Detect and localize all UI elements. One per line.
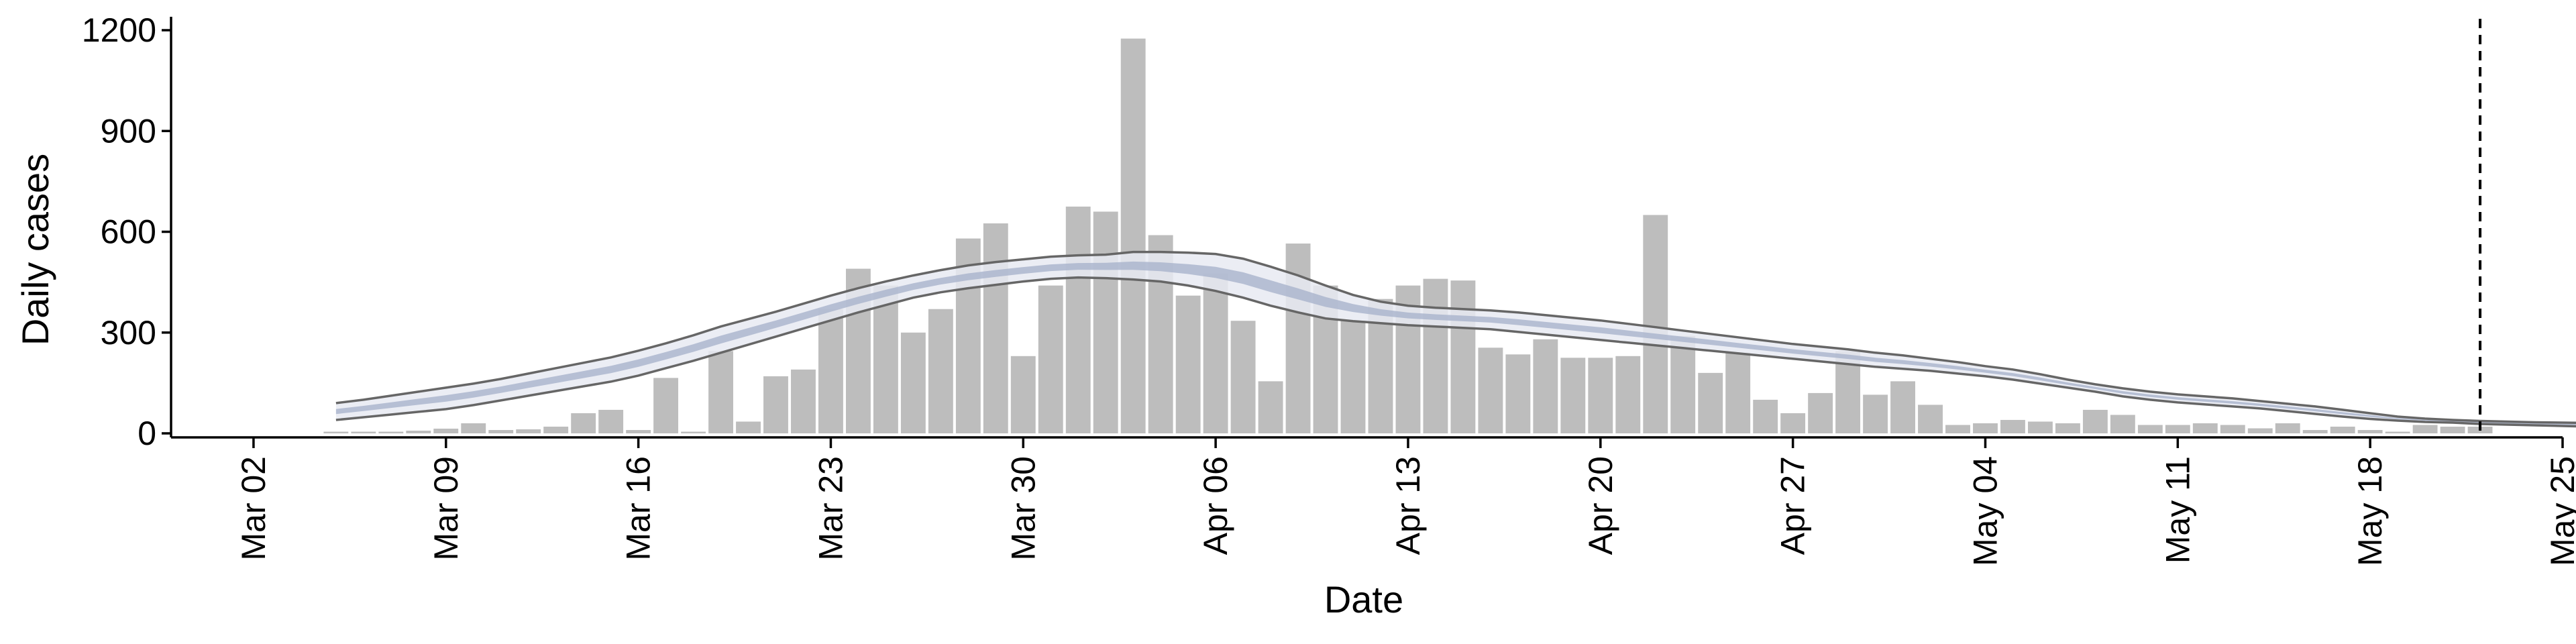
daily-case-bar [1780, 413, 1806, 433]
daily-case-bar [2000, 419, 2025, 433]
daily-case-bar [2247, 428, 2273, 433]
daily-case-bar [1203, 274, 1228, 433]
y-tick-label: 300 [101, 314, 156, 352]
y-tick-label: 600 [101, 213, 156, 251]
x-tick-label: Mar 30 [1004, 456, 1042, 561]
daily-case-bar [1093, 211, 1118, 433]
y-tick-label: 1200 [82, 11, 156, 49]
daily-case-bar [1890, 381, 1915, 433]
daily-case-bar [1423, 278, 1448, 433]
x-tick-label: Mar 09 [427, 456, 465, 561]
x-tick-label: Apr 27 [1774, 456, 1812, 555]
daily-case-bar [571, 413, 596, 433]
x-tick-label: May 25 [2544, 456, 2576, 566]
daily-case-bar [2137, 425, 2163, 433]
daily-case-bar [2165, 425, 2190, 433]
daily-case-bar [1175, 295, 1201, 433]
axes-layer: 0 300 600 900 1200 Mar 02 Mar 09 Mar 16 Mar 23 Ma… [82, 11, 2576, 566]
daily-case-bar [1340, 321, 1366, 433]
x-tick-label: Apr 06 [1197, 456, 1234, 555]
daily-case-bar [378, 431, 404, 433]
daily-case-bar [708, 351, 733, 433]
daily-case-bar [2027, 421, 2053, 433]
daily-case-bar [1505, 354, 1531, 433]
daily-case-bar [1065, 206, 1091, 433]
daily-case-bar [1038, 285, 1063, 433]
band-layer [335, 250, 2576, 428]
daily-case-bar [543, 426, 569, 433]
x-tick-label: Apr 20 [1582, 456, 1619, 555]
daily-case-bar [928, 309, 953, 433]
daily-case-bar [1615, 356, 1641, 433]
y-tick-label: 900 [101, 112, 156, 150]
y-axis-title: Daily cases [14, 154, 56, 345]
x-tick-label: Mar 16 [620, 456, 657, 561]
daily-case-bar [2330, 426, 2355, 433]
estimate-lower-line [335, 276, 2576, 428]
daily-case-bar [2440, 426, 2465, 433]
daily-case-bar [818, 309, 843, 433]
daily-case-bar [763, 376, 788, 433]
daily-case-bar [433, 428, 459, 433]
daily-case-bar [873, 285, 898, 433]
daily-case-bar [351, 431, 376, 433]
daily-case-bar [1698, 372, 1723, 433]
daily-case-bar [1670, 335, 1696, 433]
daily-case-bar [2302, 429, 2328, 433]
daily-case-bar [488, 429, 514, 433]
daily-case-bar [983, 223, 1008, 433]
daily-case-bar [598, 409, 624, 433]
daily-case-bar [626, 429, 651, 433]
daily-case-bar [1643, 215, 1668, 433]
estimate-upper-line [335, 250, 2576, 424]
daily-case-bar [1808, 392, 1833, 433]
daily-case-bar [736, 421, 761, 433]
daily-case-bar [1945, 425, 1970, 433]
daily-case-bar [2192, 423, 2218, 433]
daily-case-bar [1230, 321, 1256, 433]
daily-case-bar [1753, 399, 1778, 433]
y-tick-label: 0 [138, 415, 156, 452]
daily-case-bar [2412, 425, 2438, 433]
daily-case-bar [653, 378, 679, 433]
daily-case-bar [1863, 394, 1888, 433]
daily-case-bar [1588, 358, 1613, 433]
daily-case-bar [1258, 381, 1283, 433]
daily-case-bar [2357, 429, 2383, 433]
daily-case-bar [323, 431, 349, 433]
daily-case-bar [461, 423, 486, 433]
x-axis-title: Date [1324, 578, 1403, 621]
daily-case-bar [1725, 352, 1751, 433]
daily-case-bar [1010, 356, 1036, 433]
x-tick-label: May 11 [2159, 456, 2196, 564]
daily-case-bar [1533, 339, 1558, 433]
daily-case-bar [681, 431, 706, 433]
daily-case-bar [2055, 423, 2080, 433]
daily-case-bar [1973, 423, 1998, 433]
daily-case-bar [406, 430, 431, 433]
daily-case-bar [2385, 431, 2410, 433]
daily-case-bar [2082, 409, 2108, 433]
x-tick-label: May 18 [2351, 456, 2389, 566]
estimate-band-outer [335, 252, 2576, 427]
daily-case-bar [1120, 38, 1146, 433]
daily-case-bar [516, 429, 541, 433]
bars-layer [323, 38, 2493, 433]
x-tick-label: Apr 13 [1389, 456, 1427, 555]
x-tick-label: Mar 23 [812, 456, 849, 561]
daily-case-bar [791, 369, 816, 433]
daily-case-bar [2275, 423, 2300, 433]
daily-case-bar [2110, 415, 2135, 433]
daily-case-bar [900, 332, 926, 433]
x-tick-label: Mar 02 [235, 456, 272, 561]
daily-case-bar [1560, 358, 1586, 433]
x-tick-label: May 04 [1967, 456, 2004, 566]
daily-case-bar [1450, 280, 1476, 433]
daily-case-bar [2220, 425, 2245, 433]
daily-case-bar [1478, 347, 1503, 433]
daily-case-bar [1918, 405, 1943, 433]
